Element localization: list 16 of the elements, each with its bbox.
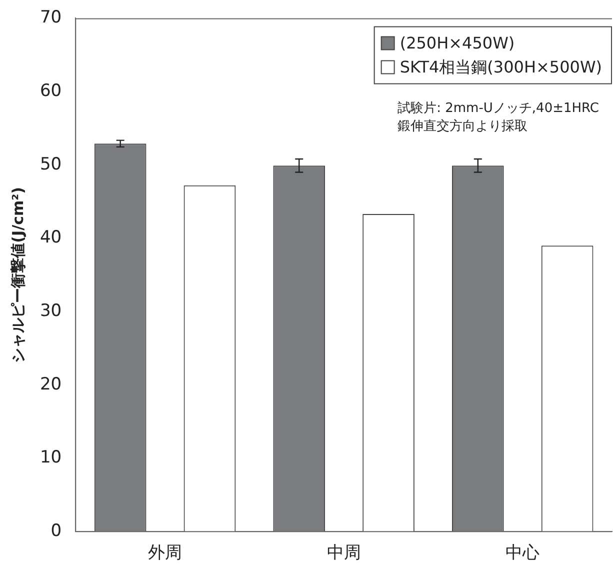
x-tick-label: 中心 xyxy=(506,543,540,564)
y-tick-label: 10 xyxy=(40,448,62,468)
y-tick-label: 20 xyxy=(40,374,62,394)
y-tick-label: 60 xyxy=(40,80,62,101)
annotation: 鍛伸直交方向より採取 xyxy=(398,118,529,136)
y-tick-label: 50 xyxy=(40,154,62,174)
legend-label: SKT4相当鋼(300H×500W) xyxy=(400,57,602,76)
y-tick-label: 40 xyxy=(40,228,62,248)
y-tick-label: 70 xyxy=(40,8,62,28)
legend-label: (250H×450W) xyxy=(400,33,515,52)
y-tick-label: 30 xyxy=(40,300,62,321)
annotation: 試験片: 2mm-Uノッチ,40±1HRC xyxy=(398,100,599,118)
y-tick-label: 0 xyxy=(50,521,62,542)
x-tick-label: 外周 xyxy=(148,543,182,564)
x-tick-label: 中周 xyxy=(326,543,361,564)
y-axis-title: シャルピー衝撃値(J/cm²) xyxy=(8,186,27,363)
